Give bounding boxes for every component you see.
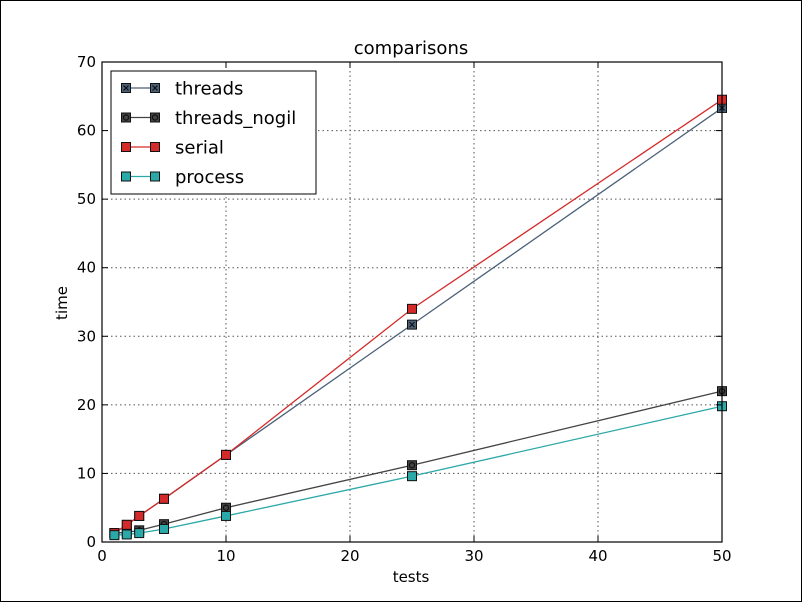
legend-label: process: [175, 167, 244, 188]
marker-square: [121, 171, 131, 182]
plot-area: [101, 61, 723, 543]
marker-ring: [122, 114, 130, 121]
marker-ring: [408, 462, 416, 469]
legend-marker: [150, 112, 160, 123]
y-tick-label: 40: [77, 259, 96, 277]
data-point: [159, 523, 169, 534]
series-line-process: [114, 405, 723, 536]
marker-square: [121, 142, 131, 152]
x-tick-label: 0: [97, 547, 107, 565]
legend-marker: [121, 83, 131, 93]
data-point: [134, 528, 145, 539]
marker-square: [159, 493, 169, 504]
marker-square: [121, 112, 131, 123]
data-point: [407, 303, 417, 314]
axis-ticks: 0 10 20 30 40 50 0 10 20 30 40 50 60 70: [77, 53, 732, 565]
marker-square: [150, 142, 160, 152]
marker-cross: [152, 85, 158, 91]
marker-square: [150, 112, 160, 123]
x-tick-label: 30: [464, 547, 483, 565]
marker-square: [159, 523, 169, 534]
data-point: [407, 471, 417, 482]
x-axis-title: tests: [393, 568, 430, 586]
legend-marker: [121, 142, 131, 152]
marker-square: [407, 460, 417, 471]
legend-marker: [121, 112, 131, 123]
legend-label: serial: [175, 138, 224, 159]
legend-marker: [121, 171, 131, 182]
legend-label: threads: [175, 79, 243, 100]
y-axis-title: time: [53, 286, 71, 320]
data-point: [407, 319, 417, 330]
y-tick-label: 10: [77, 464, 96, 482]
marker-square: [134, 528, 145, 539]
marker-square: [109, 530, 120, 541]
data-point: [134, 510, 145, 521]
marker-square: [134, 510, 145, 521]
marker-square: [150, 171, 160, 182]
marker-cross: [409, 321, 415, 328]
series-threads_nogil: [109, 386, 727, 539]
grid: [102, 62, 722, 542]
y-tick-label: 50: [77, 190, 96, 208]
y-tick-label: 0: [86, 533, 96, 551]
legend-entry-serial: serial: [121, 138, 224, 159]
legend-box: [110, 70, 317, 195]
marker-ring: [151, 114, 159, 121]
legend-marker: [150, 83, 160, 93]
marker-square: [221, 449, 231, 460]
series-line-threads_nogil: [114, 390, 723, 534]
y-tick-label: 20: [77, 396, 96, 414]
y-tick-label: 70: [77, 53, 96, 71]
data-point: [121, 529, 132, 540]
legend-entry-threads_nogil: threads_nogil: [121, 108, 296, 129]
data-point: [407, 460, 417, 471]
x-tick-label: 40: [588, 547, 607, 565]
marker-square: [221, 510, 231, 521]
data-point: [159, 493, 169, 504]
x-tick-label: 20: [340, 547, 359, 565]
y-tick-label: 30: [77, 327, 96, 345]
x-tick-label: 10: [216, 547, 235, 565]
legend-marker: [150, 142, 160, 152]
marker-square: [407, 303, 417, 314]
marker-square: [121, 519, 132, 530]
legend-entry-threads: threads: [121, 79, 243, 100]
marker-ring: [222, 504, 230, 511]
data-point: [221, 502, 231, 513]
marker-cross: [123, 85, 129, 91]
series-process: [109, 401, 727, 541]
legend-entry-process: process: [121, 167, 244, 188]
data-point: [109, 530, 120, 541]
marker-square: [121, 529, 132, 540]
data-point: [121, 519, 132, 530]
y-tick-label: 60: [77, 122, 96, 140]
legend-marker: [150, 171, 160, 182]
marker-square: [407, 471, 417, 482]
chart-title: comparisons: [354, 38, 468, 59]
data-point: [221, 510, 231, 521]
x-tick-label: 50: [712, 547, 731, 565]
legend-label: threads_nogil: [175, 108, 296, 129]
data-point: [221, 449, 231, 460]
